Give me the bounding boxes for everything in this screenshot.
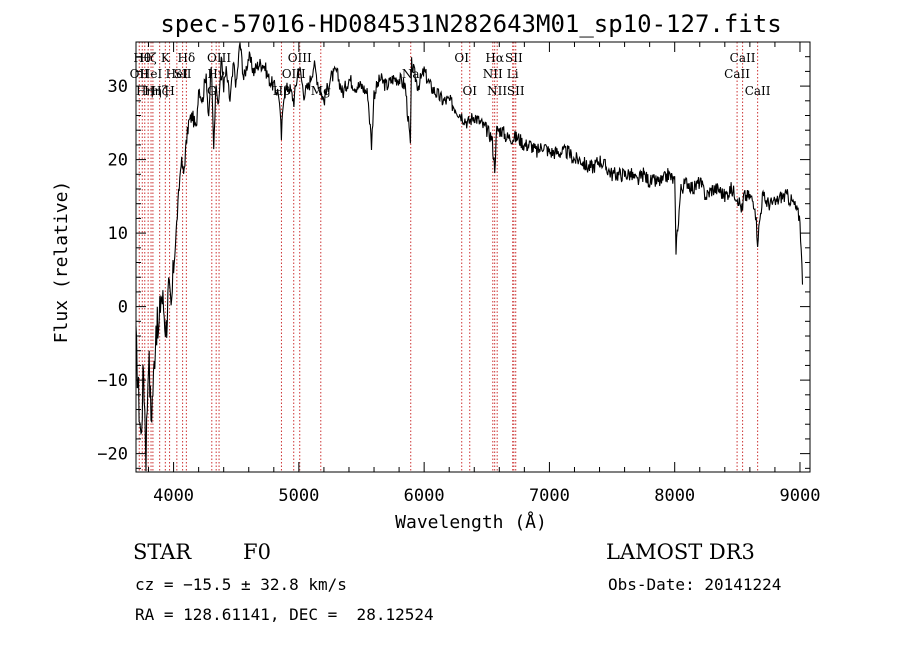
line-label: Hα bbox=[485, 51, 504, 65]
spectrum-line bbox=[135, 42, 804, 472]
line-label: HeI bbox=[166, 67, 189, 81]
line-label: Hη bbox=[144, 84, 162, 98]
line-label: Li bbox=[507, 67, 519, 81]
line-label: CaII bbox=[724, 67, 750, 81]
x-tick-label: 9000 bbox=[780, 486, 821, 506]
x-axis-ticks: 4000 5000 6000 7000 8000 9000 bbox=[148, 42, 821, 506]
line-label: Hζ bbox=[140, 51, 157, 65]
line-label: CaII bbox=[745, 84, 771, 98]
line-label: Hθ bbox=[133, 51, 151, 65]
x-axis-label: Wavelength (Å) bbox=[395, 511, 547, 533]
y-tick-label: −10 bbox=[97, 371, 128, 391]
line-markers bbox=[138, 42, 759, 472]
line-label: OI bbox=[462, 84, 477, 98]
y-tick-label: −20 bbox=[97, 445, 128, 465]
line-label: SII bbox=[505, 51, 523, 65]
line-label: SII bbox=[507, 84, 525, 98]
x-tick-label: 4000 bbox=[153, 486, 194, 506]
redshift-text: cz = −15.5 ± 32.8 km/s bbox=[135, 575, 347, 594]
x-tick-label: 7000 bbox=[529, 486, 570, 506]
line-label: HeI bbox=[140, 67, 163, 81]
x-tick-label: 5000 bbox=[278, 486, 319, 506]
y-axis-ticks: −20 −10 0 10 20 30 bbox=[97, 41, 810, 469]
y-axis-label: Flux (relative) bbox=[51, 181, 72, 344]
y-tick-label: 20 bbox=[108, 151, 128, 171]
x-tick-label: 6000 bbox=[404, 486, 445, 506]
plot-frame bbox=[135, 41, 811, 473]
line-label: NII bbox=[483, 67, 503, 81]
coords-text: RA = 128.61141, DEC = 28.12524 bbox=[135, 605, 434, 624]
line-label: OII bbox=[130, 67, 150, 81]
y-tick-label: 0 bbox=[118, 298, 128, 318]
line-label: Hη bbox=[136, 84, 154, 98]
line-label: Hδ bbox=[178, 51, 196, 65]
y-tick-label: 30 bbox=[108, 77, 128, 97]
chart-title: spec-57016-HD084531N282643M01_sp10-127.f… bbox=[160, 10, 781, 38]
line-label: NII bbox=[487, 84, 507, 98]
y-tick-label: 10 bbox=[108, 224, 128, 244]
x-tick-label: 8000 bbox=[654, 486, 695, 506]
line-label: OIII bbox=[282, 67, 306, 81]
line-label: H bbox=[164, 84, 174, 98]
line-label: OI bbox=[454, 51, 469, 65]
object-class: STAR bbox=[133, 540, 192, 564]
line-label: K bbox=[161, 51, 171, 65]
object-subclass: F0 bbox=[243, 540, 271, 564]
line-label: OIII bbox=[207, 51, 231, 65]
line-label: SII bbox=[174, 67, 192, 81]
line-label: CaII bbox=[730, 51, 756, 65]
line-labels: OIIHθHηHζHeIHηHζKHHeISIIHδGHγOIIIHβOIIIO… bbox=[130, 51, 771, 98]
line-label: Hζ bbox=[151, 84, 168, 98]
survey-name: LAMOST DR3 bbox=[606, 540, 755, 564]
obs-date-text: Obs-Date: 20141224 bbox=[608, 575, 782, 594]
line-label: OIII bbox=[288, 51, 312, 65]
